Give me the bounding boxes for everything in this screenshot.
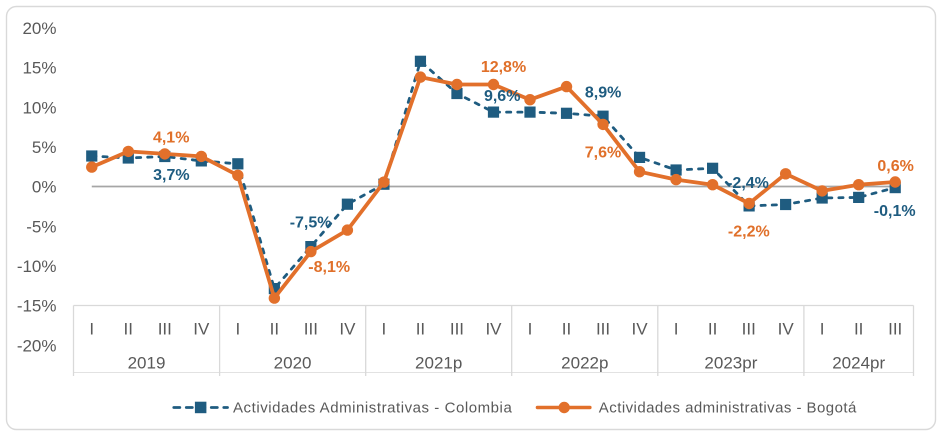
svg-text:-8,1%: -8,1%	[308, 259, 350, 276]
svg-text:II: II	[562, 320, 571, 339]
svg-text:9,6%: 9,6%	[484, 88, 520, 105]
svg-text:I: I	[89, 320, 94, 339]
svg-text:I: I	[528, 320, 533, 339]
svg-text:-2,4%: -2,4%	[727, 175, 769, 192]
svg-text:7,6%: 7,6%	[585, 145, 621, 162]
svg-text:12,8%: 12,8%	[481, 59, 526, 76]
svg-text:I: I	[235, 320, 240, 339]
svg-text:10%: 10%	[22, 98, 56, 117]
svg-text:0,6%: 0,6%	[877, 158, 913, 175]
svg-text:3,7%: 3,7%	[153, 167, 189, 184]
svg-text:III: III	[304, 320, 318, 339]
svg-text:III: III	[450, 320, 464, 339]
svg-text:2019: 2019	[128, 354, 166, 373]
svg-text:III: III	[888, 320, 902, 339]
svg-text:II: II	[124, 320, 133, 339]
svg-text:Actividades administrativas -: Actividades administrativas - Bogotá	[599, 399, 857, 416]
svg-text:II: II	[708, 320, 717, 339]
svg-text:8,9%: 8,9%	[585, 85, 621, 102]
svg-text:-10%: -10%	[17, 257, 57, 276]
svg-text:0%: 0%	[32, 178, 57, 197]
svg-text:IV: IV	[485, 320, 502, 339]
svg-text:-7,5%: -7,5%	[290, 215, 332, 232]
svg-text:2021p: 2021p	[415, 354, 462, 373]
svg-text:IV: IV	[632, 320, 649, 339]
svg-text:I: I	[674, 320, 679, 339]
svg-text:IV: IV	[778, 320, 795, 339]
svg-text:20%: 20%	[22, 19, 56, 38]
svg-text:II: II	[270, 320, 279, 339]
svg-text:II: II	[416, 320, 425, 339]
svg-text:4,1%: 4,1%	[153, 130, 189, 147]
svg-text:-2,2%: -2,2%	[728, 223, 770, 240]
svg-text:III: III	[742, 320, 756, 339]
svg-text:III: III	[596, 320, 610, 339]
svg-text:-0,1%: -0,1%	[874, 203, 916, 220]
svg-text:2023pr: 2023pr	[704, 354, 757, 373]
svg-text:2024pr: 2024pr	[832, 354, 885, 373]
svg-text:IV: IV	[193, 320, 210, 339]
svg-text:Actividades Administrativas -: Actividades Administrativas - Colombia	[233, 399, 512, 416]
svg-text:I: I	[820, 320, 825, 339]
svg-text:2020: 2020	[274, 354, 312, 373]
svg-text:IV: IV	[339, 320, 356, 339]
svg-text:I: I	[382, 320, 387, 339]
svg-text:5%: 5%	[32, 138, 57, 157]
svg-text:-5%: -5%	[26, 217, 56, 236]
svg-text:15%: 15%	[22, 59, 56, 78]
svg-text:-20%: -20%	[17, 336, 57, 355]
svg-text:-15%: -15%	[17, 297, 57, 316]
svg-text:2022p: 2022p	[561, 354, 608, 373]
svg-text:III: III	[158, 320, 172, 339]
svg-text:II: II	[854, 320, 863, 339]
